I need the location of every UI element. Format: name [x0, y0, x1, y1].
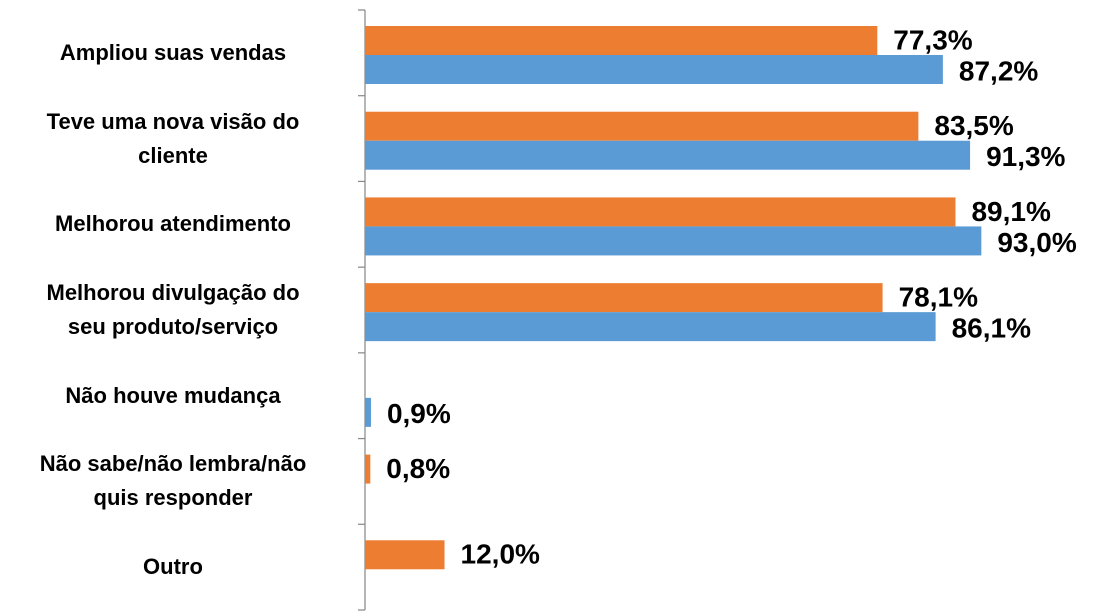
value-label: 78,1%	[899, 281, 978, 312]
bar	[365, 111, 919, 141]
bar	[365, 454, 371, 484]
bar	[365, 540, 445, 570]
value-label: 77,3%	[893, 24, 972, 55]
value-label: 93,0%	[997, 227, 1076, 258]
value-label: 86,1%	[952, 312, 1031, 343]
value-label: 91,3%	[986, 141, 1065, 172]
bar	[365, 397, 371, 427]
value-label: 0,8%	[386, 453, 450, 484]
bar	[365, 26, 878, 55]
bar	[365, 140, 971, 170]
value-label: 12,0%	[461, 539, 540, 570]
value-label: 87,2%	[959, 55, 1038, 86]
bar	[365, 197, 956, 227]
category-label: Outro	[143, 554, 203, 580]
bar	[365, 226, 982, 256]
value-label: 83,5%	[934, 110, 1013, 141]
value-label: 89,1%	[971, 196, 1050, 227]
category-label: Melhorou divulgação do seu produto/servi…	[46, 280, 300, 339]
bar	[365, 55, 943, 84]
category-label: Teve uma nova visão do cliente	[46, 108, 300, 168]
value-label: 0,9%	[387, 398, 451, 429]
bar	[365, 312, 936, 342]
bar	[365, 283, 883, 313]
category-label: Ampliou suas vendas	[59, 39, 287, 65]
category-label: Não houve mudança	[65, 382, 281, 408]
category-label: Melhorou atendimento	[55, 211, 291, 237]
category-label: Não sabe/não lembra/não quis responder	[39, 451, 307, 511]
